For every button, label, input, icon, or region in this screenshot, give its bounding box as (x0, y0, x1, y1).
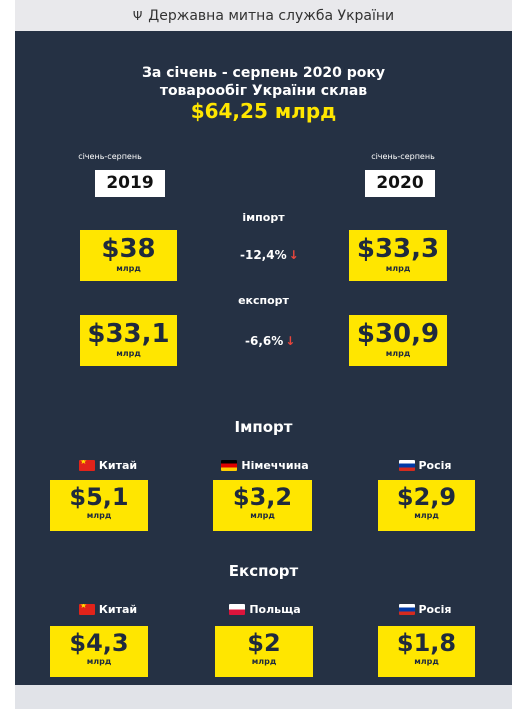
export-change: -6,6% ↓ (245, 334, 295, 348)
import-change: -12,4% ↓ (240, 248, 299, 262)
headline-line2: товарообіг України склав (159, 83, 368, 99)
import-partner-2-country: Німеччина (210, 459, 320, 472)
import-2020-box: $33,3 млрд (349, 230, 447, 281)
poland-flag-icon (229, 604, 246, 615)
import-2019-box: $38 млрд (80, 230, 177, 281)
china-flag-icon (78, 460, 95, 471)
import-2020-unit: млрд (385, 264, 411, 273)
agency-title: Державна митна служба України (148, 7, 395, 24)
import-2019-value: $38 (101, 234, 156, 264)
import-compare-label: імпорт (242, 211, 285, 224)
year-box-2019: 2019 (95, 170, 165, 197)
import-partners-title: Імпорт (234, 418, 293, 436)
headline-total: $64,25 млрд (190, 99, 337, 123)
export-2020-box: $30,9 млрд (349, 315, 447, 366)
import-partner-1-box: $5,1 млрд (50, 480, 148, 531)
export-partners-title: Експорт (228, 562, 299, 580)
year-box-2020: 2020 (365, 170, 435, 197)
export-2019-box: $33,1 млрд (80, 315, 177, 366)
top-bar: Ψ Державна митна служба України (15, 0, 512, 31)
period-label-2019: січень-серпень (78, 152, 142, 161)
export-partner-3-box: $1,8 млрд (378, 626, 475, 677)
export-partner-1-box: $4,3 млрд (50, 626, 148, 677)
period-label-2020: січень-серпень (371, 152, 435, 161)
export-partner-1-country: Китай (53, 603, 163, 616)
import-partner-2-box: $3,2 млрд (213, 480, 312, 531)
import-partner-1-country: Китай (53, 459, 163, 472)
export-2020-value: $30,9 (356, 319, 440, 349)
germany-flag-icon (221, 460, 238, 471)
trident-icon: Ψ (132, 8, 143, 23)
export-partner-3-country: Росія (370, 603, 480, 616)
import-partner-3-box: $2,9 млрд (378, 480, 475, 531)
china-flag-icon (78, 604, 95, 615)
export-2020-unit: млрд (385, 349, 411, 358)
export-2019-unit: млрд (116, 349, 141, 358)
import-partner-3-country: Росія (370, 459, 480, 472)
import-2020-value: $33,3 (356, 234, 440, 264)
import-2019-unit: млрд (116, 264, 141, 273)
export-change-value: -6,6% (245, 334, 284, 348)
export-partner-2-country: Польща (210, 603, 320, 616)
import-change-value: -12,4% (240, 248, 287, 262)
export-compare-label: експорт (238, 294, 289, 307)
headline-line1: За січень - серпень 2020 року (141, 65, 386, 81)
infographic-panel: За січень - серпень 2020 року товарообіг… (15, 31, 512, 685)
down-arrow-icon: ↓ (288, 248, 299, 262)
russia-flag-icon (398, 604, 415, 615)
bottom-bar (15, 685, 512, 709)
export-partner-2-box: $2 млрд (215, 626, 313, 677)
export-2019-value: $33,1 (87, 319, 170, 349)
russia-flag-icon (398, 460, 415, 471)
down-arrow-icon: ↓ (285, 334, 296, 348)
